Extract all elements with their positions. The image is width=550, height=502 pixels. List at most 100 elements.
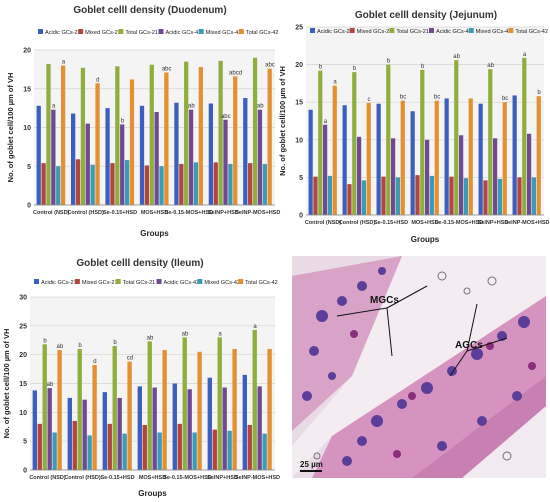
significance-letter: c [368, 97, 371, 103]
y-tick-label: 30 [19, 295, 27, 302]
bar [242, 374, 247, 470]
x-tick-label: SelNP-MOS+HSD [235, 475, 280, 481]
significance-letter: ab [257, 104, 264, 110]
bar [120, 124, 125, 205]
significance-letter: abcd [229, 70, 242, 76]
bar [243, 98, 248, 205]
chart-duodenum: 0 5 10 15 20 Goblet celll density (Duodenum) A… [0, 0, 282, 248]
bar [478, 103, 483, 215]
bar [142, 425, 147, 470]
significance-letter: b [387, 59, 391, 65]
bar [182, 337, 187, 470]
y-tick-label: 20 [23, 48, 31, 55]
bar [262, 433, 267, 470]
bar [208, 103, 214, 205]
bar [493, 138, 498, 215]
legend-swatch [118, 29, 124, 34]
bar [327, 175, 333, 215]
bar [42, 344, 47, 470]
bar [197, 351, 202, 470]
significance-letter: b [78, 343, 82, 349]
y-tick-label: 15 [19, 381, 27, 388]
significance-letter: d [93, 359, 96, 365]
bar [129, 79, 135, 205]
bar [497, 178, 503, 215]
bar [218, 60, 223, 205]
significance-letter: abc [162, 66, 172, 72]
x-axis-label: Groups [138, 489, 167, 498]
significance-letter: a [523, 52, 527, 58]
y-tick-label: 10 [23, 125, 31, 132]
bar [512, 95, 517, 215]
x-tick-label: MOS+HSD [411, 220, 438, 226]
bar [57, 350, 62, 470]
legend-label: Mixed GCs-42 [204, 280, 240, 286]
bar [228, 163, 233, 205]
legend-label: Mixed GCs-21 [357, 29, 393, 35]
bar [80, 67, 86, 205]
bar [357, 136, 362, 215]
significance-letter: cd [127, 356, 133, 362]
x-axis-label: Groups [140, 229, 169, 238]
significance-letter: bc [502, 96, 508, 102]
legend-label: Acidic GCs-42 [164, 280, 200, 286]
bar [323, 124, 328, 215]
bar [124, 160, 130, 205]
significance-letter: ab [487, 63, 494, 69]
bar [172, 383, 177, 470]
bar [536, 96, 541, 215]
bar [502, 102, 507, 215]
legend-label: Mixed GCs-42 [206, 30, 242, 36]
x-tick-label: SelNP+HSD [478, 220, 509, 226]
chart-duodenum-svg: 0 5 10 15 20 Goblet celll density (Duodenum) A… [6, 5, 280, 238]
bar [188, 109, 194, 205]
bar [60, 65, 66, 205]
bar [198, 67, 203, 205]
bar [157, 432, 162, 470]
legend-swatch [429, 28, 434, 33]
bar [366, 102, 371, 215]
significance-letter: b [353, 66, 357, 72]
bar [41, 163, 46, 205]
y-tick-label: 20 [295, 62, 303, 69]
bar [90, 164, 95, 205]
bar [257, 109, 263, 205]
significance-letter: bc [400, 95, 406, 101]
significance-letter: ab [188, 104, 195, 110]
y-tick-label: 15 [23, 86, 31, 93]
x-tick-label: Control (HSD) [339, 220, 376, 226]
x-tick-label: SelNP-MOS+HSD [235, 210, 280, 216]
chart-ileum-svg: 0 5 10 15 20 25 30 Goblet celll density (Ileum)… [2, 258, 280, 498]
chart-title: Goblet celll density (Duodenum) [73, 5, 226, 16]
bar [420, 69, 425, 215]
bar [139, 105, 145, 205]
bar [463, 178, 469, 215]
y-axis-label: No. of goblet cell/100 µm of VH [2, 329, 11, 439]
bar [32, 390, 37, 470]
bar [352, 72, 357, 216]
significance-letter: b [319, 65, 323, 71]
bar [207, 377, 212, 470]
bar [213, 162, 218, 205]
significance-letter: ab [147, 335, 154, 341]
legend-swatch [508, 28, 514, 33]
bar [174, 102, 179, 205]
bar [252, 57, 258, 205]
bar [115, 66, 120, 206]
bar [332, 85, 337, 215]
bar [159, 166, 164, 205]
bar [152, 387, 157, 470]
y-tick-label: 15 [295, 100, 303, 107]
legend-label: Acidic GCs-42 [166, 30, 202, 36]
bar [376, 103, 381, 215]
bar [110, 163, 115, 205]
bar [105, 108, 110, 205]
bar [107, 423, 112, 470]
bar [122, 433, 127, 470]
bar [51, 109, 56, 205]
legend-label: Acidic GCs-21 [41, 280, 77, 286]
bar [85, 123, 90, 205]
legend-label: Total GCs-21 [125, 30, 158, 36]
legend-swatch [468, 28, 474, 33]
significance-letter: ab [47, 382, 54, 388]
